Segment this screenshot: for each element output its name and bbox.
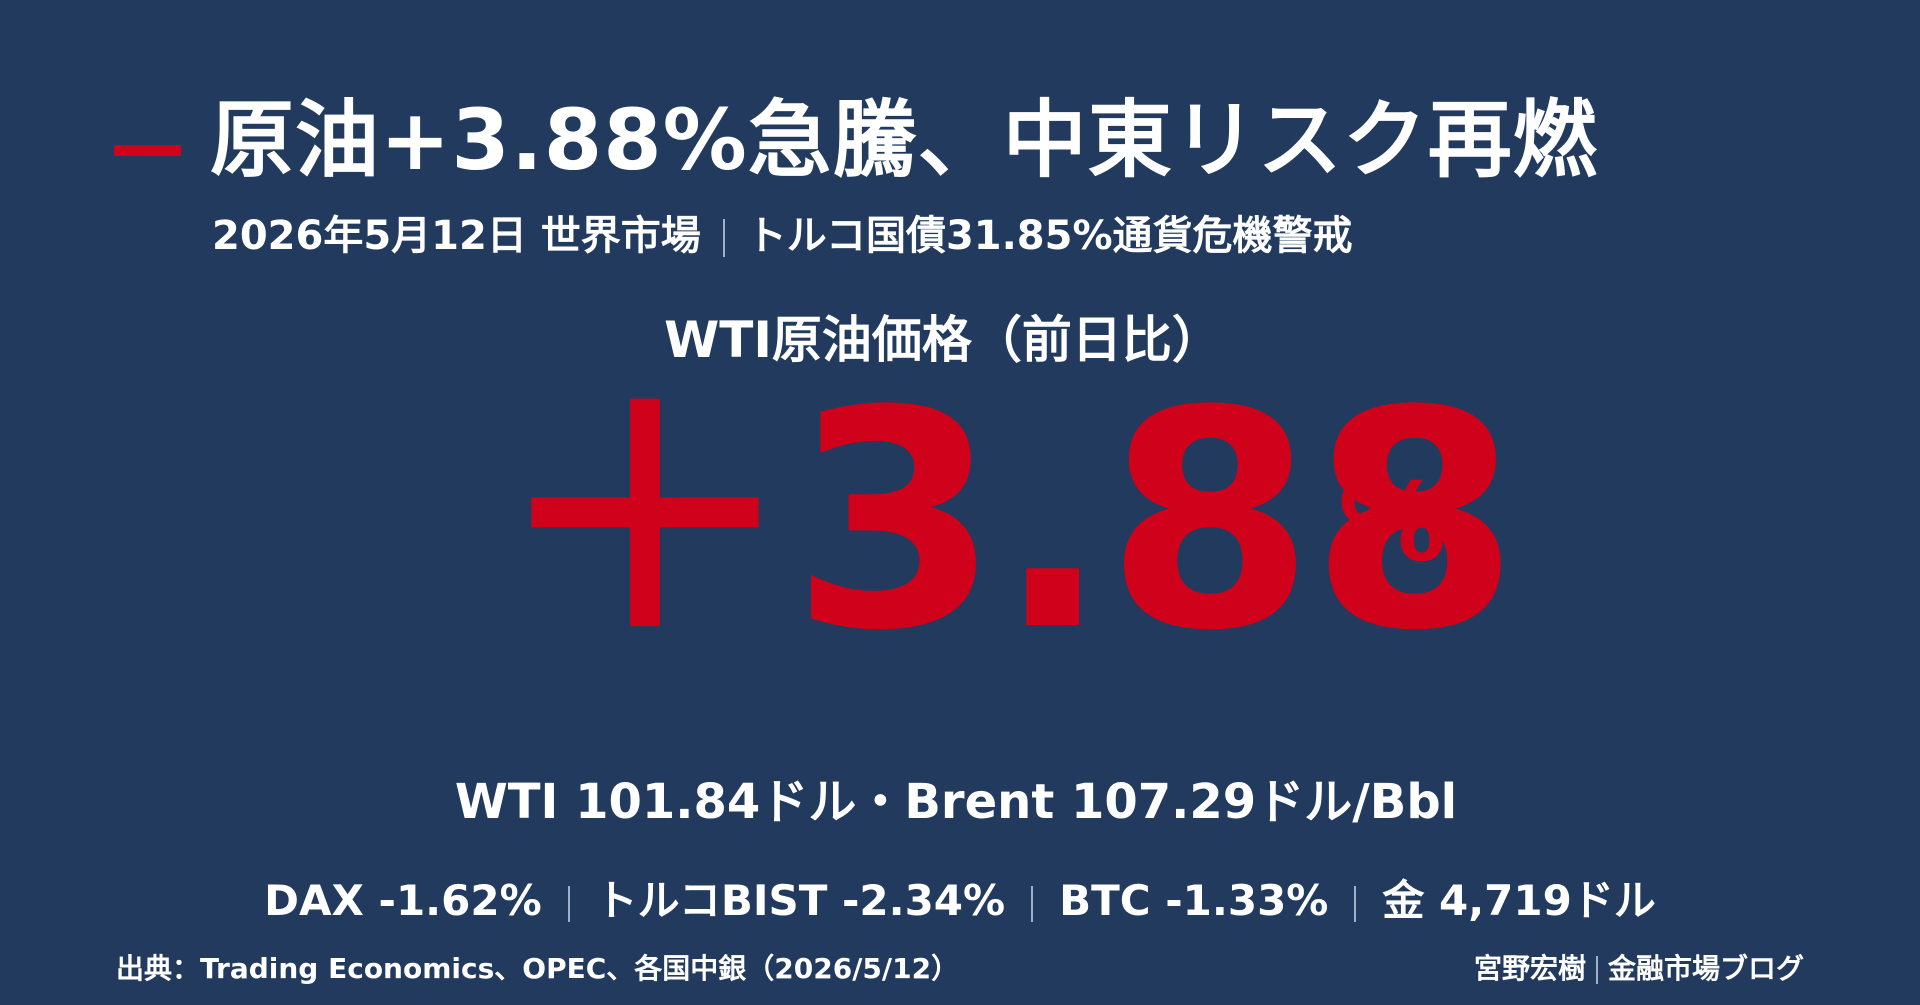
- separator: [567, 885, 570, 922]
- source: 出典：Trading Economics、OPEC、各国中銀（2026/5/12…: [116, 952, 960, 985]
- prices: WTI 101.84ドル・Brent 107.29ドル/Bbl: [454, 774, 1458, 830]
- subtitle-part: トルコ国債31.85%通貨危機警戒: [746, 213, 1353, 259]
- subtitle: 2026年5月12日 世界市場 トルコ国債31.85%通貨危機警戒: [212, 216, 1353, 257]
- title: 原油+3.88%急騰、中東リスク再燃: [210, 91, 1598, 189]
- headline-unit: %: [1338, 461, 1447, 586]
- title-accent: [114, 145, 181, 156]
- subtitle-part: 2026年5月12日 世界市場: [212, 213, 701, 259]
- indicator: BTC -1.33%: [1059, 876, 1329, 925]
- blog-name: 金融市場ブログ: [1607, 952, 1804, 985]
- separator: [1031, 885, 1034, 922]
- headline-label: WTI原油価格（前日比）: [664, 311, 1222, 369]
- separator: [1354, 885, 1357, 922]
- indicators: DAX -1.62% トルコBIST -2.34% BTC -1.33% 金 4,71…: [0, 880, 1920, 922]
- separator: [722, 219, 725, 257]
- indicator: トルコBIST -2.34%: [595, 876, 1006, 925]
- indicator: DAX -1.62%: [264, 876, 542, 925]
- author: 宮野宏樹 金融市場ブログ: [1474, 955, 1804, 984]
- indicator: 金 4,719ドル: [1382, 876, 1656, 925]
- headline-value: ＋3.88: [495, 347, 1519, 696]
- author-name: 宮野宏樹: [1473, 952, 1586, 985]
- separator: [1595, 956, 1598, 984]
